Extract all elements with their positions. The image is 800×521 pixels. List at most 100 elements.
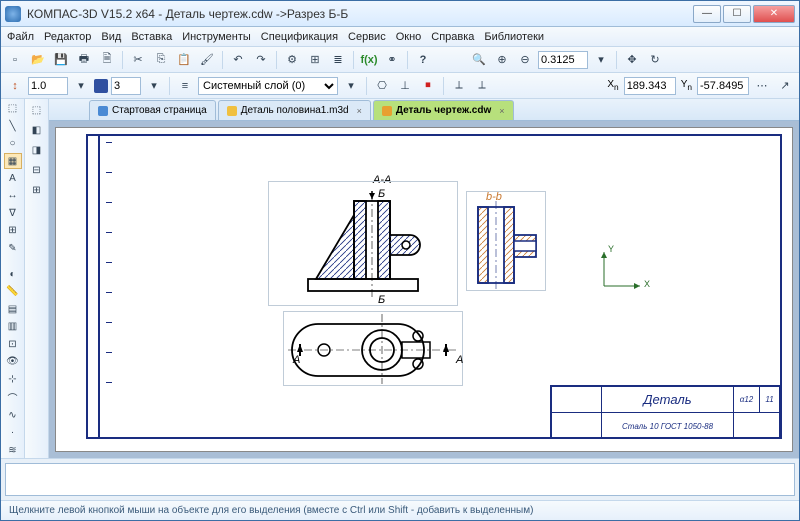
- undo-icon[interactable]: ↶: [228, 50, 248, 70]
- rebuild-icon[interactable]: ↻: [645, 50, 665, 70]
- paste-icon[interactable]: 📋: [174, 50, 194, 70]
- insert-icon[interactable]: ⊡: [4, 336, 22, 351]
- tab-start-page[interactable]: Стартовая страница: [89, 100, 216, 120]
- coord-x-input[interactable]: [624, 77, 676, 95]
- menu-help[interactable]: Справка: [431, 31, 474, 43]
- format-icon[interactable]: 🖌: [197, 50, 217, 70]
- zoom-in-icon[interactable]: ⊕: [492, 50, 512, 70]
- point-icon[interactable]: ·: [4, 425, 22, 440]
- copy-icon[interactable]: ⎘: [151, 50, 171, 70]
- measure-icon[interactable]: 📏: [4, 284, 22, 299]
- layer-icon[interactable]: ≡: [175, 76, 195, 96]
- tool-d-icon[interactable]: ⊟: [28, 161, 46, 179]
- coord-opt-icon[interactable]: ⋯: [752, 76, 772, 96]
- tool-c-icon[interactable]: ◨: [28, 141, 46, 159]
- menu-spec[interactable]: Спецификация: [261, 31, 338, 43]
- document-tabs: Стартовая страница Деталь половина1.m3d …: [49, 99, 799, 121]
- open-icon[interactable]: 📂: [28, 50, 48, 70]
- layer-combo[interactable]: Системный слой (0): [198, 77, 338, 95]
- menu-service[interactable]: Сервис: [348, 31, 386, 43]
- menu-view[interactable]: Вид: [101, 31, 121, 43]
- dropdown-icon[interactable]: ▾: [144, 76, 164, 96]
- menu-libs[interactable]: Библиотеки: [484, 31, 544, 43]
- layers-icon[interactable]: ≣: [328, 50, 348, 70]
- link-icon[interactable]: ⚭: [382, 50, 402, 70]
- arc-icon[interactable]: ⌒: [4, 389, 22, 406]
- text-icon[interactable]: A: [4, 171, 22, 186]
- edit-icon[interactable]: ✎: [4, 241, 22, 256]
- stop-icon[interactable]: ⏹: [418, 76, 438, 96]
- menu-window[interactable]: Окно: [396, 31, 422, 43]
- report-icon[interactable]: ▥: [4, 319, 22, 334]
- save-icon[interactable]: 💾: [51, 50, 71, 70]
- fold-marks: [88, 142, 114, 425]
- minimize-button[interactable]: —: [693, 5, 721, 23]
- style-icon[interactable]: ↕: [5, 76, 25, 96]
- zoom-out-icon[interactable]: ⊖: [515, 50, 535, 70]
- tool-b-icon[interactable]: ◧: [28, 121, 46, 139]
- home-icon: [98, 106, 108, 116]
- menu-file[interactable]: Файл: [7, 31, 34, 43]
- title-block-material: Сталь 10 ГОСТ 1050-88: [602, 413, 734, 439]
- zoom-value-input[interactable]: [538, 51, 588, 69]
- menu-insert[interactable]: Вставка: [131, 31, 172, 43]
- app-icon: [5, 6, 21, 22]
- menu-editor[interactable]: Редактор: [44, 31, 91, 43]
- coord-opt2-icon[interactable]: ↗: [775, 76, 795, 96]
- new-icon[interactable]: ▫: [5, 50, 25, 70]
- close-button[interactable]: ✕: [753, 5, 795, 23]
- dropdown-icon[interactable]: ▾: [341, 76, 361, 96]
- hatch-icon[interactable]: ▦: [4, 153, 22, 168]
- dropdown-icon[interactable]: ▾: [71, 76, 91, 96]
- tab-close-icon[interactable]: ×: [499, 106, 504, 116]
- view-icon[interactable]: 👁: [4, 354, 22, 369]
- dim-icon[interactable]: ⟂: [449, 76, 469, 96]
- left-toolbar-1: ⬚ ╲ ○ ▦ A ↔ ∇ ⊞ ✎ ◐ 📏 ▤ ▥ ⊡ 👁 ⊹ ⌒ ∿ · ≋: [1, 99, 25, 458]
- tab-drawing[interactable]: Деталь чертеж.cdw ×: [373, 100, 514, 120]
- circle-icon[interactable]: ○: [4, 136, 22, 151]
- help-icon[interactable]: ?: [413, 50, 433, 70]
- spec-icon[interactable]: ▤: [4, 302, 22, 317]
- props-icon[interactable]: ⚙: [282, 50, 302, 70]
- zoom-fit-icon[interactable]: 🔍: [469, 50, 489, 70]
- separator: [443, 77, 444, 95]
- rough-icon[interactable]: ∇: [4, 206, 22, 221]
- y-label: Yn: [681, 79, 692, 92]
- spline-icon[interactable]: ∿: [4, 408, 22, 423]
- cut-icon[interactable]: ✂: [128, 50, 148, 70]
- select-icon[interactable]: ⬚: [4, 101, 22, 116]
- tool-e-icon[interactable]: ⊞: [28, 181, 46, 199]
- maximize-button[interactable]: ☐: [723, 5, 751, 23]
- menu-tools[interactable]: Инструменты: [182, 31, 251, 43]
- menubar: Файл Редактор Вид Вставка Инструменты Сп…: [1, 27, 799, 47]
- dim-icon[interactable]: ↔: [4, 188, 22, 203]
- dropdown-icon[interactable]: ▾: [591, 50, 611, 70]
- line-icon[interactable]: ╲: [4, 118, 22, 133]
- snap-icon[interactable]: ⎔: [372, 76, 392, 96]
- break-icon[interactable]: ≋: [4, 443, 22, 458]
- title-block-name: Деталь: [602, 387, 734, 412]
- preview-icon[interactable]: 🗎: [97, 50, 117, 70]
- num-input[interactable]: [111, 77, 141, 95]
- vars-icon[interactable]: f(x): [359, 50, 379, 70]
- drawing-canvas[interactable]: А-А Б Б: [55, 127, 793, 452]
- ortho-icon[interactable]: ⊥: [395, 76, 415, 96]
- tool-a-icon[interactable]: ⬚: [28, 101, 46, 119]
- axis-icon[interactable]: ⊹: [4, 371, 22, 386]
- tab-close-icon[interactable]: ×: [357, 106, 362, 116]
- param-icon[interactable]: ◐: [4, 267, 22, 282]
- coord-y-input[interactable]: [697, 77, 749, 95]
- redo-icon[interactable]: ↷: [251, 50, 271, 70]
- scale-input[interactable]: [28, 77, 68, 95]
- pan-icon[interactable]: ✥: [622, 50, 642, 70]
- arrow-a-left-label: А: [293, 354, 300, 366]
- print-icon[interactable]: 🖶: [74, 50, 94, 70]
- axis-x-label: X: [644, 279, 650, 289]
- grid-icon[interactable]: ⊞: [305, 50, 325, 70]
- drawing-icon: [382, 106, 392, 116]
- color-icon[interactable]: [94, 79, 108, 93]
- tab-label: Деталь чертеж.cdw: [396, 105, 491, 116]
- tab-part-model[interactable]: Деталь половина1.m3d ×: [218, 100, 371, 120]
- dim2-icon[interactable]: ⟂: [472, 76, 492, 96]
- table-icon[interactable]: ⊞: [4, 223, 22, 238]
